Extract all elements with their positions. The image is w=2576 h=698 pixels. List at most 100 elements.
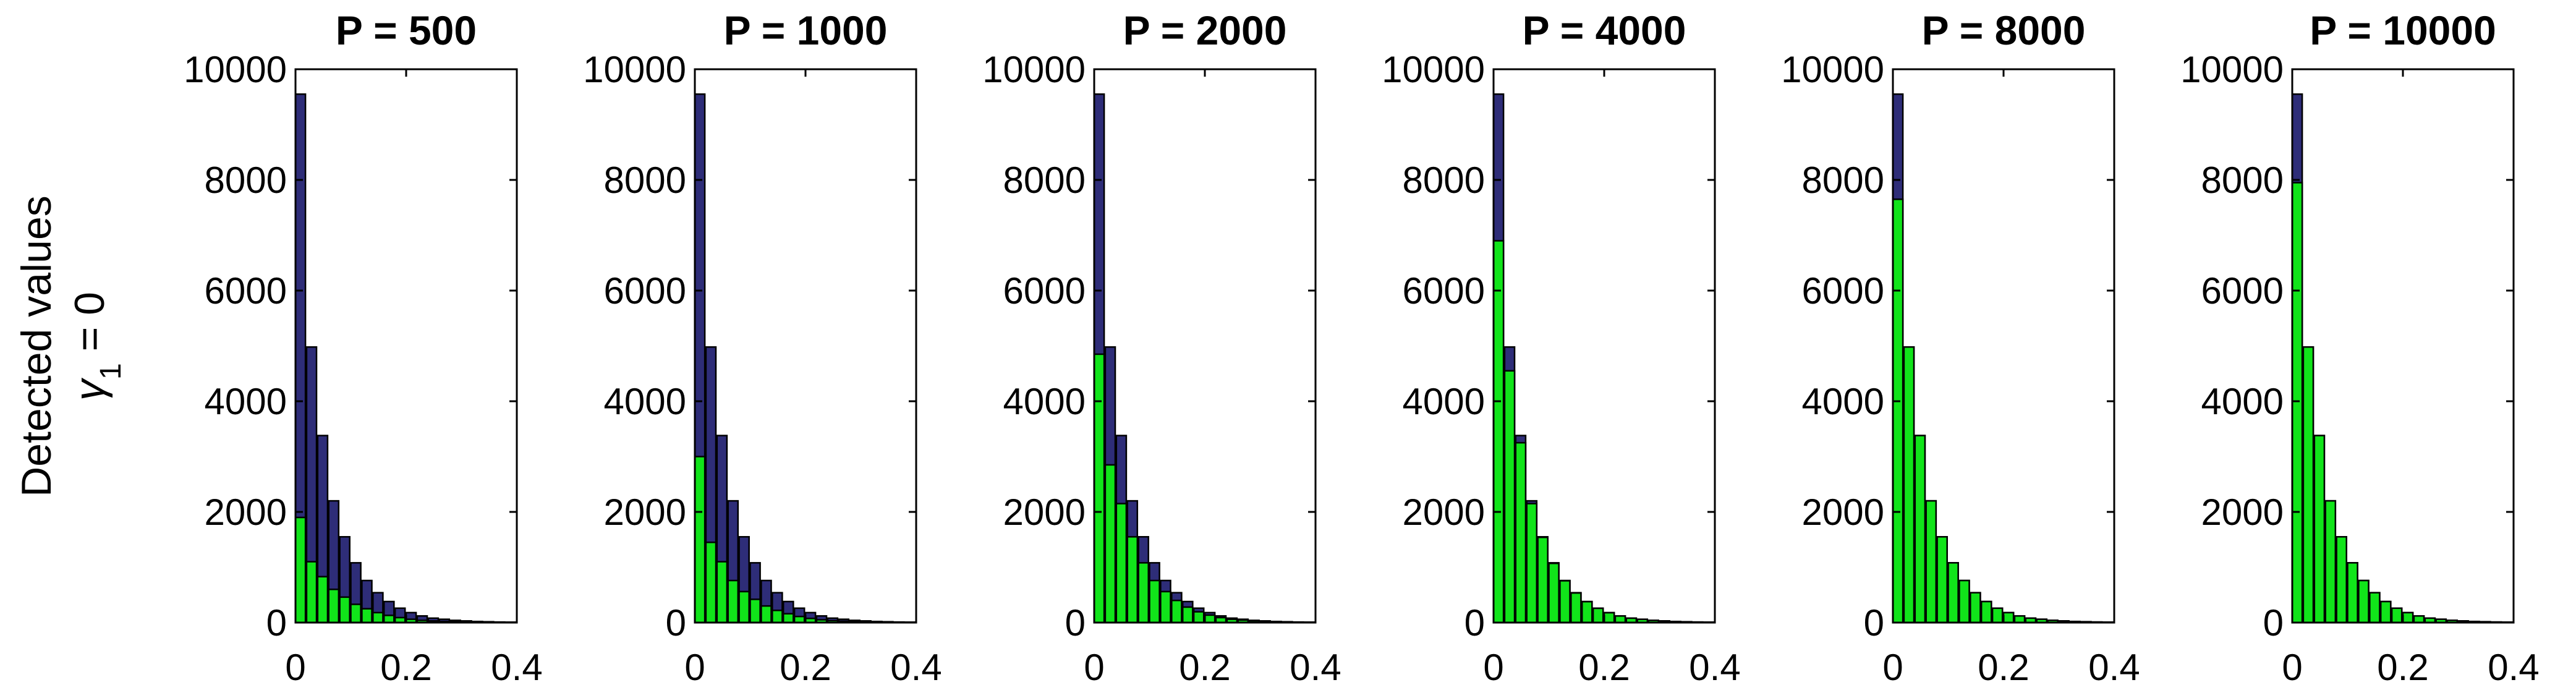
bar [1559,580,1571,624]
panel-title: P = 2000 [1123,7,1287,53]
bar [694,456,706,624]
bar [2391,607,2403,624]
y-tick-label: 0 [266,602,287,644]
bar [705,541,717,624]
gamma-subscript: 1 [95,363,127,380]
bar [2291,182,2303,624]
bar [1149,579,1160,624]
bar [1903,346,1915,624]
panel-6: 0 2000 4000 6000 8000 10000 0 0.2 0.4 P = 10000 [2180,7,2540,688]
panel-title: P = 500 [336,7,477,53]
x-tick-label: 0.4 [2088,647,2140,688]
gamma-symbol: γ [66,377,113,401]
series-2 [1892,198,2114,624]
y-tick-label: 8000 [2201,160,2284,201]
y-tick-label: 8000 [205,160,287,201]
bar [2313,435,2326,624]
y-label-line1: Detected values [13,195,60,497]
bar [2302,346,2315,624]
bar [716,561,728,624]
x-tick-label: 0.2 [2377,647,2428,688]
bar [1614,615,1626,624]
bar [727,579,739,624]
x-tick-label: 0 [1084,647,1104,688]
bar [1958,579,1970,624]
y-tick-label: 4000 [1003,381,1086,422]
bar [1914,435,1926,624]
bar [1581,600,1593,624]
panel-title: P = 8000 [1922,7,2086,53]
bar [328,589,340,624]
y-tick-label: 0 [2263,602,2284,644]
y-tick-label: 6000 [2201,270,2284,312]
bar [294,516,307,624]
bar [2402,611,2414,624]
bar [305,561,318,624]
bar [2002,611,2015,624]
bar [738,590,750,624]
x-tick-label: 0.4 [1689,647,1740,688]
y-tick-label: 10000 [1781,49,1884,90]
y-tick-label: 8000 [1003,160,1086,201]
bar [1192,611,1205,624]
bar [1204,614,1216,624]
series-2 [1492,240,1715,624]
bar [1526,503,1538,624]
panel-4: 0 2000 4000 6000 8000 10000 0 0.2 0.4 P = 4000 [1382,7,1741,688]
bar [1603,611,1615,624]
panel-title: P = 1000 [724,7,888,53]
bar [1970,592,1981,624]
bar [1181,606,1194,624]
y-tick-label: 6000 [1403,270,1485,312]
bar [2379,600,2392,624]
panels: 0 2000 4000 6000 8000 10000 0 0.2 0.4 P = 500 0 200… [184,7,2540,688]
y-tick-label: 0 [666,602,686,644]
x-tick-label: 0.4 [2488,647,2539,688]
y-tick-label: 6000 [604,270,686,312]
y-label-line2: γ1 = 0 [66,292,127,401]
bar [1137,562,1149,624]
y-tick-label: 10000 [184,49,287,90]
bar [361,608,373,624]
bar [782,613,794,624]
series-2 [694,456,916,624]
x-tick-label: 0.2 [780,647,831,688]
bar [2324,500,2337,624]
x-tick-label: 0.2 [1578,647,1630,688]
bar [1503,370,1516,624]
y-tick-label: 6000 [205,270,287,312]
figure-y-label: Detected values γ1 = 0 [13,195,127,497]
bar [1592,607,1604,624]
y-tick-label: 10000 [1382,49,1485,90]
y-tick-label: 10000 [982,49,1086,90]
y-tick-label: 6000 [1802,270,1884,312]
x-tick-label: 0 [684,647,705,688]
y-tick-label: 2000 [604,492,686,533]
series-2 [1093,353,1316,624]
bar [1515,441,1527,624]
y-tick-label: 2000 [205,492,287,533]
x-tick-label: 0.2 [380,647,431,688]
y-tick-label: 4000 [205,381,287,422]
y-tick-label: 10000 [583,49,686,90]
bar [2336,536,2347,624]
x-tick-label: 0.4 [491,647,542,688]
x-tick-label: 0.4 [890,647,942,688]
bar [372,611,384,624]
y-tick-label: 8000 [604,160,686,201]
bar [350,603,362,624]
y-tick-label: 2000 [1003,492,1086,533]
bar [760,605,772,624]
bar [1126,536,1139,624]
bar [2013,615,2026,624]
bar [339,596,351,624]
y-tick-label: 8000 [1403,160,1485,201]
bar [383,615,395,624]
bar [317,576,329,624]
x-tick-label: 0 [1483,647,1503,688]
bar [1892,198,1904,624]
y-tick-label: 8000 [1802,160,1884,201]
y-tick-label: 0 [1464,602,1485,644]
bar [1171,599,1183,624]
